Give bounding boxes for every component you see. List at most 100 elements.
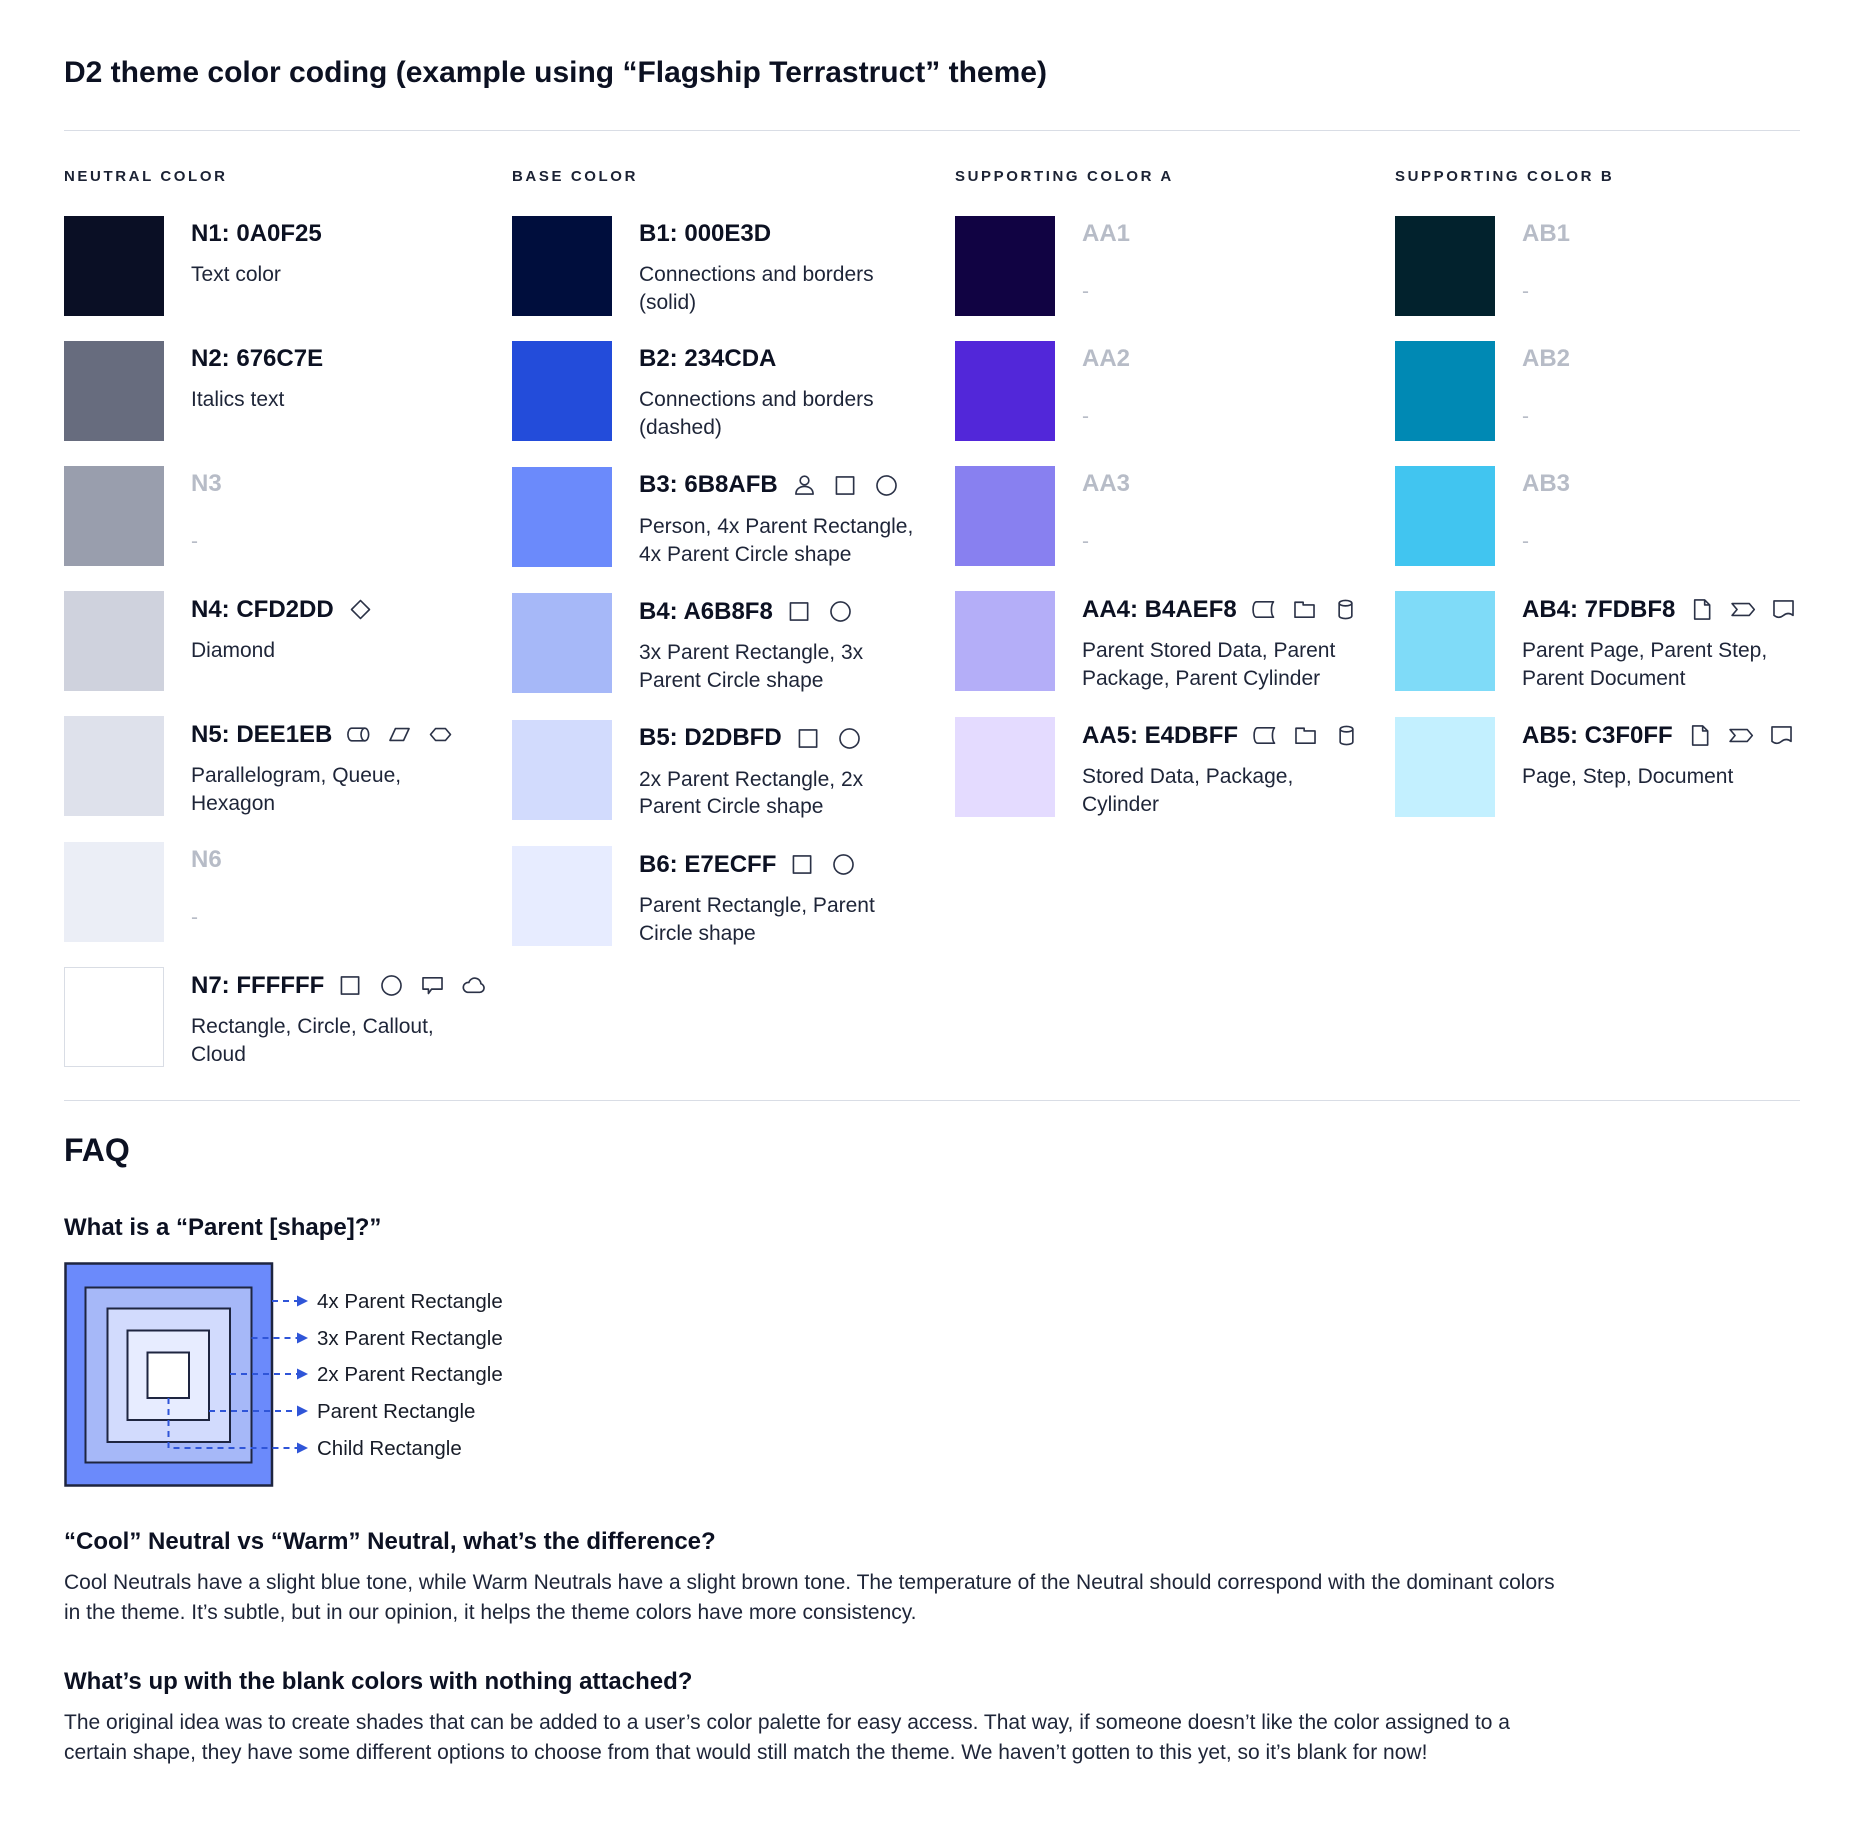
palette-row-n7: N7: FFFFFF Rectangle, Circle, Callout, Cl…	[64, 967, 512, 1068]
diagram-label-2x: 2x Parent Rectangle	[317, 1363, 503, 1386]
color-desc-ab1: -	[1522, 280, 1529, 303]
color-desc-ab5: Page, Step, Document	[1522, 765, 1734, 789]
stored-data-icon	[1250, 721, 1279, 750]
diagram-label-child: Child Rectangle	[317, 1437, 462, 1460]
cloud-icon	[459, 971, 488, 1000]
color-label-aa3: AA3	[1082, 470, 1131, 497]
palette-column-2: BASE COLOR B1: 000E3D Connections and bord…	[512, 168, 955, 973]
color-desc-n3: -	[191, 530, 198, 553]
color-desc-aa3: -	[1082, 530, 1089, 553]
color-label-ab3: AB3	[1522, 470, 1571, 497]
column-header: SUPPORTING COLOR A	[955, 168, 1174, 185]
color-desc-b6: Parent Rectangle, Parent Circle shape	[639, 894, 875, 945]
parent-shape-diagram: 4x Parent Rectangle 3x Parent Rectangle …	[64, 1262, 503, 1487]
palette-row-ab2: AB2 -	[1395, 341, 1825, 441]
diagram-label-parent: Parent Rectangle	[317, 1400, 475, 1423]
palette-row-n6: N6 -	[64, 842, 512, 943]
color-label-ab1: AB1	[1522, 220, 1571, 247]
color-desc-n2: Italics text	[191, 388, 285, 411]
palette-row-ab1: AB1 -	[1395, 216, 1825, 316]
color-label-ab2: AB2	[1522, 345, 1571, 372]
color-swatch-n6	[64, 842, 164, 943]
palette-row-aa3: AA3 -	[955, 466, 1395, 566]
color-swatch-b3	[512, 466, 612, 567]
circle-icon	[835, 724, 864, 753]
color-swatch-n5	[64, 716, 164, 816]
color-swatch-n3	[64, 466, 164, 566]
palette-column-3: SUPPORTING COLOR A AA1 - AA2 - AA3 - AA4: B4AEF…	[955, 168, 1395, 844]
palette-row-aa1: AA1 -	[955, 216, 1395, 316]
diamond-icon	[346, 595, 375, 624]
circle-icon	[872, 471, 901, 500]
divider-mid	[64, 1100, 1800, 1101]
palette-row-b4: B4: A6B8F8 3x Parent Rectangle, 3x Parent…	[512, 593, 955, 694]
page-icon	[1685, 721, 1714, 750]
diagram-rect-child	[146, 1351, 190, 1399]
color-desc-ab3: -	[1522, 530, 1529, 553]
color-label-aa4: AA4: B4AEF8	[1082, 595, 1237, 623]
cylinder-icon	[1331, 595, 1360, 624]
color-swatch-n2	[64, 341, 164, 441]
diagram-label-3x: 3x Parent Rectangle	[317, 1327, 503, 1350]
faq-answer-cool-warm: Cool Neutrals have a slight blue tone, w…	[64, 1571, 1555, 1625]
color-label-n4: N4: CFD2DD	[191, 595, 334, 623]
step-icon	[1728, 595, 1757, 624]
faq-heading: FAQ	[64, 1132, 130, 1168]
arrowhead-icon	[297, 1405, 308, 1417]
column-header: BASE COLOR	[512, 168, 639, 185]
faq-question-cool-warm: “Cool” Neutral vs “Warm” Neutral, what’s…	[64, 1528, 716, 1555]
color-swatch-aa4	[955, 591, 1055, 691]
color-swatch-aa5	[955, 717, 1055, 818]
hexagon-icon	[426, 720, 455, 749]
color-swatch-n1	[64, 216, 164, 316]
package-icon	[1290, 595, 1319, 624]
color-label-b3: B3: 6B8AFB	[639, 471, 778, 499]
color-desc-aa1: -	[1082, 280, 1089, 303]
color-label-ab5: AB5: C3F0FF	[1522, 721, 1673, 749]
palette-row-b6: B6: E7ECFF Parent Rectangle, Parent Circl…	[512, 846, 955, 947]
palette-row-b3: B3: 6B8AFB Person, 4x Parent Rectangle, 4…	[512, 466, 955, 568]
palette-row-ab3: AB3 -	[1395, 466, 1825, 566]
color-swatch-ab2	[1395, 341, 1495, 441]
package-icon	[1291, 721, 1320, 750]
palette-column-4: SUPPORTING COLOR B AB1 - AB2 - AB3 - AB4: 7FDBF…	[1395, 168, 1825, 842]
diagram-label-4x: 4x Parent Rectangle	[317, 1290, 503, 1313]
color-label-b5: B5: D2DBFD	[639, 724, 782, 752]
color-desc-n5: Parallelogram, Queue, Hexagon	[191, 764, 402, 815]
rectangle-icon	[794, 724, 823, 753]
palette-row-b1: B1: 000E3D Connections and borders (solid…	[512, 216, 955, 316]
color-desc-b5: 2x Parent Rectangle, 2x Parent Circle sh…	[639, 767, 864, 819]
column-header: NEUTRAL COLOR	[64, 168, 228, 185]
palette-row-aa2: AA2 -	[955, 341, 1395, 441]
cylinder-icon	[1332, 721, 1361, 750]
faq-question-blank-colors: What’s up with the blank colors with not…	[64, 1668, 693, 1695]
color-desc-n4: Diamond	[191, 639, 276, 662]
color-swatch-aa3	[955, 466, 1055, 566]
page-icon	[1687, 595, 1716, 624]
color-desc-b4: 3x Parent Rectangle, 3x Parent Circle sh…	[639, 641, 864, 693]
color-swatch-n7	[64, 967, 164, 1068]
color-desc-ab2: -	[1522, 405, 1529, 428]
color-desc-n6: -	[191, 906, 198, 930]
color-desc-b1: Connections and borders (solid)	[639, 263, 874, 314]
circle-icon	[826, 597, 855, 626]
color-label-n1: N1: 0A0F25	[191, 220, 322, 247]
parallelogram-icon	[385, 720, 414, 749]
color-swatch-ab1	[1395, 216, 1495, 316]
color-label-b6: B6: E7ECFF	[639, 850, 777, 878]
callout-icon	[418, 971, 447, 1000]
palette-grid: NEUTRAL COLOR N1: 0A0F25 Text color N2: 676…	[64, 168, 1825, 1094]
color-label-aa2: AA2	[1082, 345, 1131, 372]
divider-top	[64, 130, 1800, 131]
circle-icon	[377, 971, 406, 1000]
diagram-connector-child	[167, 1398, 297, 1449]
color-label-n3: N3	[191, 470, 222, 497]
arrowhead-icon	[297, 1332, 308, 1344]
color-label-b2: B2: 234CDA	[639, 345, 777, 373]
color-swatch-b5	[512, 719, 612, 820]
color-desc-aa4: Parent Stored Data, Parent Package, Pare…	[1082, 639, 1336, 690]
color-swatch-ab5	[1395, 717, 1495, 818]
palette-row-aa4: AA4: B4AEF8 Parent Stored Data, Parent Pa…	[955, 591, 1395, 692]
color-swatch-n4	[64, 591, 164, 691]
